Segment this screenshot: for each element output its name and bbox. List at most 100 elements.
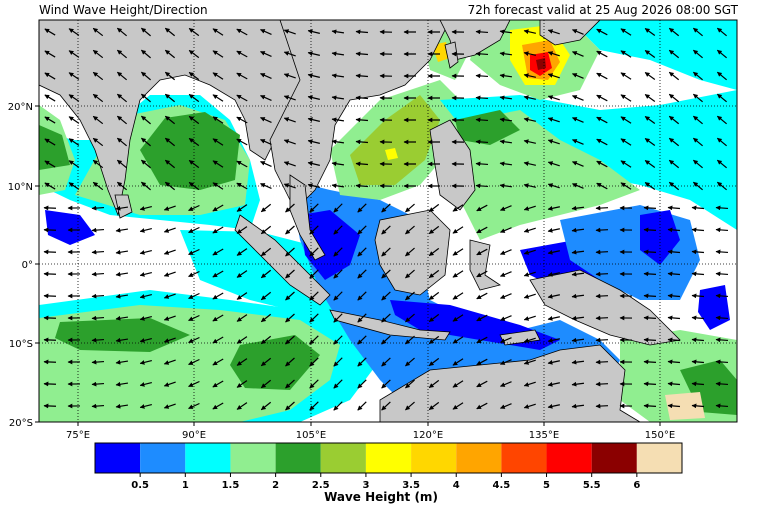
wave-direction-arrow [141, 71, 151, 81]
wave-direction-arrow [644, 159, 656, 169]
forecast-valid-time: 72h forecast valid at 25 Aug 2026 08:00 … [467, 3, 738, 17]
wave-direction-arrow [333, 401, 343, 411]
wave-direction-arrow [667, 293, 681, 299]
wave-direction-arrow [331, 51, 345, 57]
wave-direction-arrow [188, 27, 200, 37]
wave-direction-arrow [596, 160, 608, 168]
wave-direction-arrow [571, 271, 585, 277]
wave-direction-arrow [331, 117, 345, 123]
wave-direction-arrow [333, 335, 343, 345]
wave-direction-arrow [643, 205, 657, 211]
wave-direction-arrow [236, 116, 248, 124]
wave-direction-arrow [43, 249, 57, 255]
wave-direction-arrow [91, 205, 105, 211]
wave-direction-arrow [43, 271, 57, 277]
wave-direction-arrow [428, 269, 440, 279]
colorbar-label: Wave Height (m) [324, 490, 438, 504]
wave-direction-arrow [236, 226, 248, 234]
wave-direction-arrow [693, 49, 703, 59]
wave-direction-arrow [91, 249, 105, 255]
wave-direction-arrow [236, 248, 248, 256]
wave-direction-arrow [405, 291, 415, 301]
wave-direction-arrow [523, 29, 536, 34]
colorbar-swatch [140, 443, 186, 473]
wave-direction-arrow [547, 316, 560, 321]
wave-direction-arrow [212, 402, 224, 410]
wave-direction-arrow [475, 161, 489, 167]
wave-direction-arrow [212, 160, 224, 168]
wave-direction-arrow [620, 94, 632, 102]
wave-direction-arrow [260, 313, 272, 323]
wave-direction-arrow [523, 381, 536, 387]
wave-direction-arrow [307, 29, 320, 34]
wave-direction-arrow [428, 379, 440, 389]
wave-direction-arrow [283, 29, 296, 35]
wave-direction-arrow [68, 50, 80, 58]
wave-direction-arrow [236, 204, 248, 212]
wave-direction-arrow [693, 115, 703, 125]
wave-direction-arrow [715, 205, 729, 211]
wave-direction-arrow [333, 291, 343, 301]
wave-direction-arrow [523, 139, 536, 144]
wave-height-field [39, 20, 737, 422]
wave-direction-arrow [164, 27, 176, 37]
wave-mblue-scs [290, 180, 620, 410]
wave-direction-arrow [307, 51, 320, 56]
wave-direction-arrow [188, 49, 200, 59]
wave-direction-arrow [523, 315, 536, 321]
wave-direction-arrow [644, 71, 656, 81]
wave-direction-arrow [547, 117, 560, 123]
wave-direction-arrow [260, 225, 272, 235]
wave-direction-arrow [285, 379, 295, 389]
wave-direction-arrow [115, 315, 129, 321]
wave-direction-arrow [116, 137, 128, 147]
wave-direction-arrow [188, 380, 200, 388]
wave-direction-arrow [596, 116, 608, 124]
wave-direction-arrow [91, 315, 105, 321]
wave-direction-arrow [693, 159, 703, 169]
wave-direction-arrow [68, 138, 80, 146]
wave-direction-arrow [523, 73, 536, 78]
wave-direction-arrow [283, 183, 296, 189]
wave-dgreen-coral-south [680, 360, 737, 415]
wave-direction-arrow [68, 94, 80, 102]
wave-direction-arrow [595, 293, 609, 299]
wave-direction-arrow [92, 49, 104, 59]
wave-direction-arrow [236, 402, 248, 410]
longitude-axis: 75°E 90°E 105°E 120°E 135°E 150°E [66, 422, 675, 441]
wave-dgreen-south1 [55, 318, 190, 352]
wave-direction-arrow [405, 203, 415, 213]
wave-direction-arrow [644, 181, 656, 191]
wave-direction-arrow [667, 359, 681, 365]
wave-direction-arrow [44, 28, 56, 36]
wave-direction-arrow [620, 72, 632, 80]
wave-direction-arrow [476, 226, 488, 234]
wave-direction-arrow [309, 357, 319, 367]
wave-direction-arrow [333, 379, 343, 389]
wave-direction-arrow [571, 205, 585, 211]
wave-direction-arrow [115, 403, 129, 409]
wave-direction-arrow [357, 203, 367, 213]
wave-direction-arrow [668, 93, 680, 103]
colorbar-tick-label: 5.5 [583, 480, 601, 491]
wave-direction-arrow [285, 247, 295, 257]
wave-direction-arrow [260, 73, 272, 79]
wave-direction-arrow [476, 270, 488, 278]
wave-direction-arrow [500, 337, 512, 343]
wave-direction-arrow [309, 335, 319, 345]
wave-direction-arrow [92, 93, 104, 103]
wave-direction-arrow [668, 49, 680, 59]
colorbar-tick-label: 5 [543, 480, 550, 491]
wave-direction-arrow [405, 357, 415, 367]
wave-direction-arrow [715, 403, 729, 409]
wave-direction-arrow [381, 335, 391, 345]
wave-direction-arrow [452, 204, 464, 212]
land-japan-south [539, 20, 601, 46]
wave-direction-arrow [547, 161, 560, 167]
wave-direction-arrow [693, 71, 703, 81]
lat-tick-label: 20°N [8, 102, 33, 113]
wave-direction-arrow [309, 247, 319, 257]
wave-dgreen-bob [140, 112, 240, 190]
landmasses [39, 20, 681, 422]
